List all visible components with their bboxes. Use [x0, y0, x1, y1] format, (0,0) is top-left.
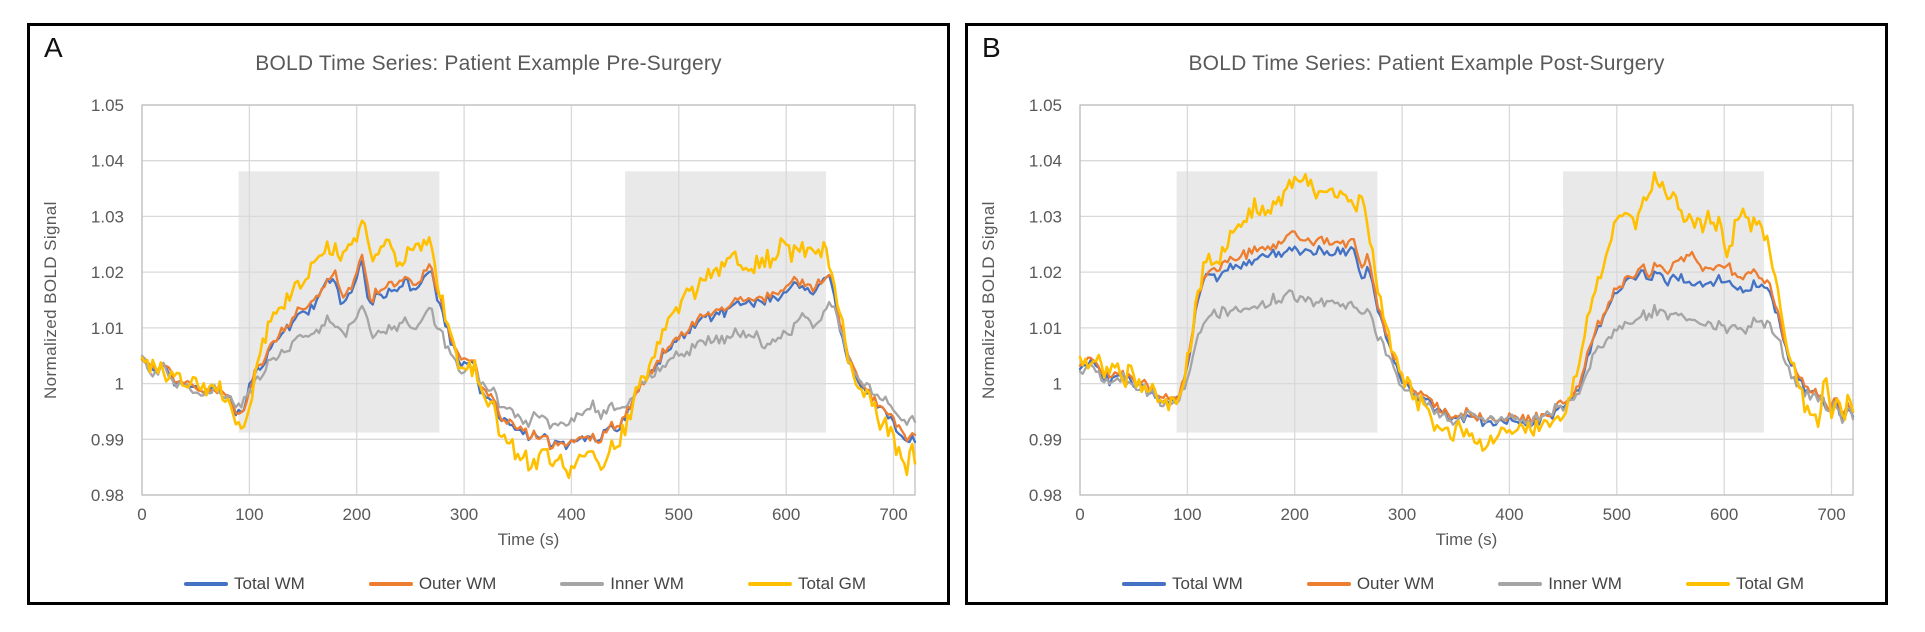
task-block	[625, 171, 826, 433]
y-tick-label: 1.03	[91, 207, 124, 226]
task-block	[238, 171, 440, 433]
legend-swatch-total-gm	[1685, 582, 1730, 586]
legend-swatch-inner-wm	[1498, 582, 1543, 586]
x-tick-label: 100	[1173, 505, 1201, 524]
x-tick-label: 500	[1603, 505, 1631, 524]
task-blocks	[238, 171, 826, 433]
panel-label-a: A	[44, 32, 63, 63]
x-tick-label: 700	[879, 505, 907, 524]
chart-title-post: BOLD Time Series: Patient Example Post-S…	[1188, 52, 1665, 75]
y-tick-label: 1.04	[1029, 152, 1062, 171]
legend-swatch-total-gm	[747, 582, 792, 586]
legend-label-inner-wm: Inner WM	[1548, 574, 1622, 593]
task-block	[1563, 171, 1764, 433]
x-tick-label: 600	[1710, 505, 1738, 524]
legend-label-total-gm: Total GM	[1735, 574, 1804, 593]
series-line-outer-wm	[1078, 230, 1855, 425]
y-tick-label: 1	[115, 375, 124, 394]
y-tick-label: 0.99	[1029, 430, 1062, 449]
legend-item-inner-wm: Inner WM	[560, 574, 684, 594]
series-line-inner-wm	[1078, 289, 1855, 427]
legend-item-outer-wm: Outer WM	[1306, 574, 1435, 594]
legend: Total WM Outer WM Inner WM Total GM	[130, 574, 920, 594]
series-line-total-gm	[1078, 171, 1855, 452]
x-axis-title: Time (s)	[1435, 530, 1498, 549]
legend-label-total-gm: Total GM	[797, 574, 866, 593]
legend-label-total-wm: Total WM	[233, 574, 305, 593]
plot-frame	[1079, 104, 1854, 496]
series-line-outer-wm	[140, 253, 917, 451]
series-line-total-gm	[140, 219, 917, 480]
legend-item-outer-wm: Outer WM	[368, 574, 497, 594]
legend-item-total-wm: Total WM	[1121, 574, 1243, 594]
panel-label-b: B	[982, 32, 1001, 63]
x-tick-label: 0	[1075, 505, 1084, 524]
x-tick-label: 300	[1388, 505, 1416, 524]
y-axis-title: Normalized BOLD Signal	[979, 201, 998, 399]
legend-item-total-gm: Total GM	[1685, 574, 1804, 594]
legend-swatch-total-wm	[1121, 582, 1166, 586]
x-axis-title: Time (s)	[497, 530, 560, 549]
legend-label-total-wm: Total WM	[1171, 574, 1243, 593]
series-line-inner-wm	[140, 300, 917, 430]
x-tick-label: 400	[557, 505, 585, 524]
legend: Total WM Outer WM Inner WM Total GM	[1068, 574, 1858, 594]
y-tick-label: 1.03	[1029, 207, 1062, 226]
y-tick-label: 1.02	[91, 263, 124, 282]
legend-swatch-outer-wm	[368, 582, 413, 586]
y-tick-label: 0.99	[91, 430, 124, 449]
y-axis-title: Normalized BOLD Signal	[41, 201, 60, 399]
y-tick-label: 1.01	[91, 319, 124, 338]
x-tick-label: 600	[772, 505, 800, 524]
x-tick-label: 700	[1817, 505, 1845, 524]
y-tick-label: 0.98	[91, 486, 124, 505]
legend-label-inner-wm: Inner WM	[610, 574, 684, 593]
legend-item-total-gm: Total GM	[747, 574, 866, 594]
legend-label-outer-wm: Outer WM	[418, 574, 497, 593]
tick-labels: 0.98 0.99 1 1.01 1.02 1.03 1.04 1.05 0 100 200 300 4…	[91, 96, 908, 524]
x-tick-label: 100	[235, 505, 263, 524]
figure: A BOLD Time Series: Patient Example Pre-…	[27, 23, 1888, 605]
y-tick-label: 1.05	[1029, 96, 1062, 115]
y-tick-label: 1	[1053, 375, 1062, 394]
tick-labels: 0.98 0.99 1 1.01 1.02 1.03 1.04 1.05 0 100 200 300 4…	[1029, 96, 1846, 524]
chart-title-pre: BOLD Time Series: Patient Example Pre-Su…	[255, 52, 722, 75]
legend-label-outer-wm: Outer WM	[1356, 574, 1435, 593]
bold-timeseries-chart-post: 0.98 0.99 1 1.01 1.02 1.03 1.04 1.05 0 100 200 300 4…	[1029, 96, 1855, 524]
legend-swatch-inner-wm	[560, 582, 605, 586]
x-tick-label: 200	[1281, 505, 1309, 524]
legend-item-total-wm: Total WM	[183, 574, 305, 594]
x-tick-label: 500	[665, 505, 693, 524]
y-tick-label: 1.01	[1029, 319, 1062, 338]
x-tick-label: 0	[137, 505, 146, 524]
panel-post-surgery: B BOLD Time Series: Patient Example Post…	[965, 23, 1888, 605]
x-tick-label: 400	[1495, 505, 1523, 524]
bold-timeseries-chart-pre: 0.98 0.99 1 1.01 1.02 1.03 1.04 1.05 0 100 200 300 4…	[91, 96, 917, 524]
legend-item-inner-wm: Inner WM	[1498, 574, 1622, 594]
panel-pre-surgery: A BOLD Time Series: Patient Example Pre-…	[27, 23, 950, 605]
plot-frame	[141, 104, 916, 496]
y-tick-label: 0.98	[1029, 486, 1062, 505]
x-tick-label: 200	[343, 505, 371, 524]
y-tick-label: 1.04	[91, 152, 124, 171]
y-tick-label: 1.02	[1029, 263, 1062, 282]
y-tick-label: 1.05	[91, 96, 124, 115]
legend-swatch-total-wm	[183, 582, 228, 586]
x-tick-label: 300	[450, 505, 478, 524]
legend-swatch-outer-wm	[1306, 582, 1351, 586]
